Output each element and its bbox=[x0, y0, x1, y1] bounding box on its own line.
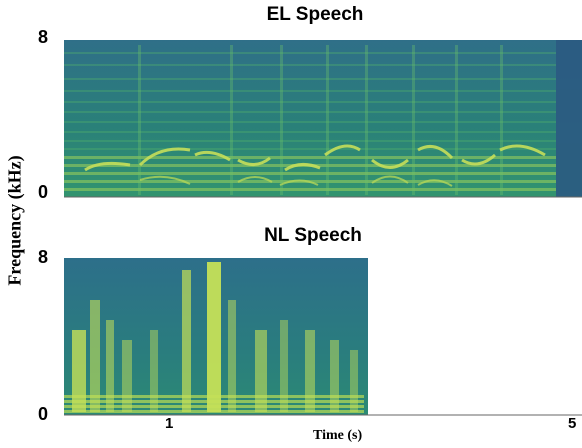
nl-panel-title: NL Speech bbox=[264, 225, 362, 246]
nl-energy-burst bbox=[350, 350, 358, 412]
el-harmonic-band bbox=[64, 111, 556, 113]
el-harmonic-band bbox=[64, 52, 556, 54]
el-onset-line bbox=[138, 45, 141, 195]
el-onset-line bbox=[326, 45, 329, 195]
el-onset-line bbox=[280, 45, 283, 195]
el-onset-line bbox=[500, 45, 503, 195]
el-onset-line bbox=[455, 45, 458, 195]
x-tick-5: 5 bbox=[568, 415, 577, 432]
el-harmonic-band bbox=[64, 172, 556, 175]
el-harmonic-band bbox=[64, 140, 556, 142]
nl-energy-burst bbox=[122, 340, 132, 412]
el-onset-line bbox=[412, 45, 415, 195]
el-harmonic-band bbox=[64, 131, 556, 133]
nl-energy-burst bbox=[228, 300, 236, 412]
el-harmonic-band bbox=[64, 148, 556, 150]
nl-energy-burst bbox=[330, 340, 339, 412]
nl-energy-burst bbox=[72, 330, 86, 412]
el-harmonic-band bbox=[64, 101, 556, 103]
el-panel-title: EL Speech bbox=[266, 4, 364, 25]
el-onset-line bbox=[365, 45, 368, 195]
nl-y-tick-0: 0 bbox=[38, 404, 49, 424]
nl-energy-burst bbox=[280, 320, 288, 412]
nl-spectrogram bbox=[64, 258, 582, 416]
el-spectrogram bbox=[64, 40, 582, 198]
el-harmonic-band bbox=[64, 78, 556, 80]
nl-energy-burst bbox=[305, 330, 315, 412]
el-harmonic-band bbox=[64, 156, 556, 159]
nl-y-tick-8: 8 bbox=[38, 247, 49, 267]
el-harmonic-band bbox=[64, 90, 556, 92]
el-y-tick-0: 0 bbox=[38, 182, 49, 202]
el-harmonic-band bbox=[64, 64, 556, 66]
nl-energy-burst bbox=[255, 330, 267, 412]
nl-energy-burst bbox=[106, 320, 114, 412]
x-axis-label: Time (s) bbox=[313, 428, 363, 443]
el-harmonic-band bbox=[64, 121, 556, 123]
el-y-tick-8: 8 bbox=[38, 27, 49, 47]
nl-energy-burst bbox=[150, 330, 158, 412]
el-onset-line bbox=[230, 45, 233, 195]
nl-energy-burst bbox=[182, 270, 191, 412]
x-tick-1: 1 bbox=[165, 415, 174, 432]
nl-energy-burst bbox=[90, 300, 100, 412]
el-harmonic-band bbox=[64, 188, 556, 191]
nl-energy-burst bbox=[207, 262, 221, 412]
